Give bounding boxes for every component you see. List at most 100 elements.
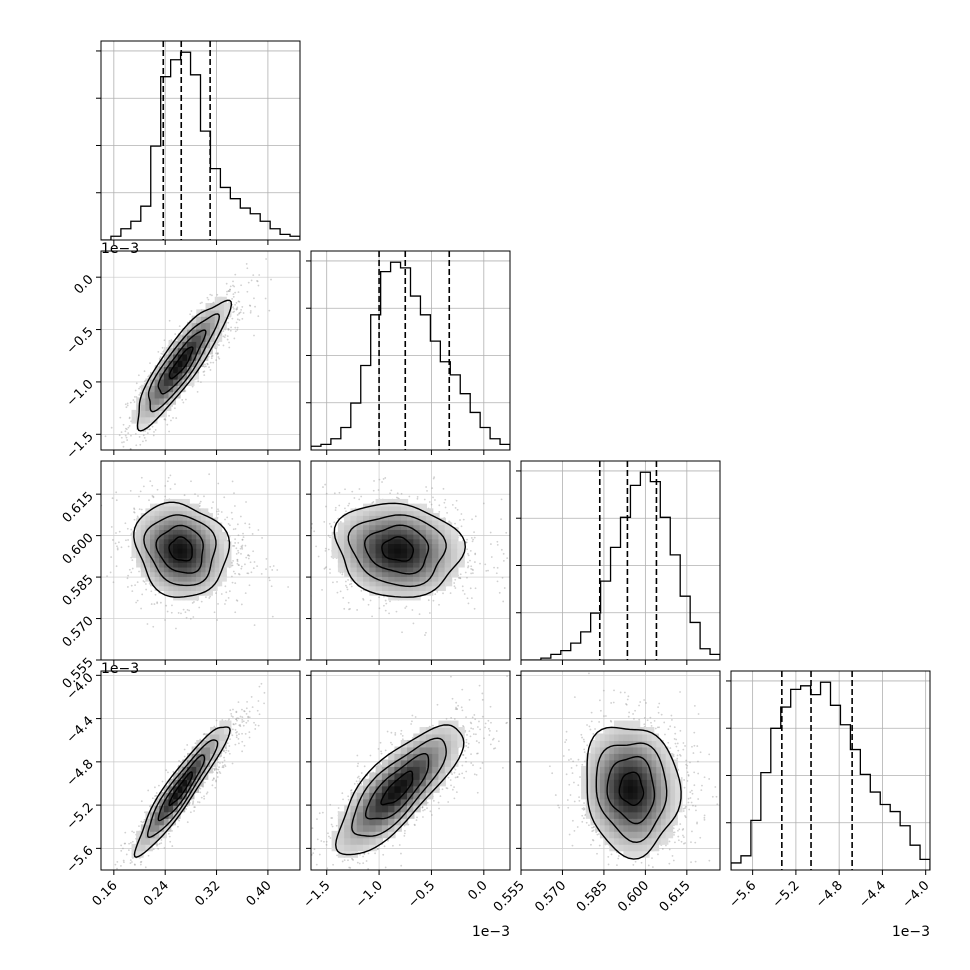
density-cell	[400, 578, 409, 587]
density-cell	[375, 522, 384, 530]
density-cell	[191, 560, 200, 568]
density-cell	[388, 513, 396, 521]
density-cell	[191, 334, 200, 342]
scatter-point	[469, 587, 472, 590]
density-cell	[200, 536, 209, 545]
scatter-point	[227, 329, 230, 331]
density-cell	[140, 564, 149, 573]
scatter-point	[211, 354, 214, 357]
density-cell	[196, 583, 204, 592]
density-cell	[187, 560, 195, 568]
scatter-point	[489, 543, 492, 545]
scatter-point	[239, 311, 242, 314]
scatter-point	[155, 792, 158, 794]
scatter-point	[199, 738, 202, 741]
scatter-point	[208, 473, 211, 476]
density-cell	[131, 536, 140, 545]
scatter-point	[347, 601, 350, 604]
scatter-point	[231, 480, 234, 483]
density-cell	[381, 560, 390, 568]
density-cell	[369, 560, 377, 568]
density-cell	[388, 569, 396, 577]
density-cell	[196, 536, 204, 545]
density-cell	[191, 503, 200, 512]
density-cell	[381, 583, 390, 592]
density-cell	[214, 296, 223, 305]
scatter-point	[178, 819, 181, 822]
scatter-point	[145, 588, 148, 591]
scatter-point	[110, 556, 113, 558]
scatter-point	[416, 496, 419, 498]
density-cell	[381, 527, 390, 535]
scatter-point	[115, 565, 118, 568]
density-cell	[425, 536, 434, 545]
density-cell	[200, 550, 209, 559]
density-cell	[413, 513, 421, 521]
density-cell	[210, 536, 218, 545]
density-cell	[369, 522, 377, 530]
scatter-point	[235, 710, 238, 713]
density-cell	[159, 569, 167, 577]
contour-line	[147, 313, 221, 413]
density-cell	[369, 578, 377, 587]
density-cell	[159, 522, 167, 530]
density-cell	[223, 541, 232, 549]
scatter-point	[495, 572, 498, 575]
density-cell	[419, 545, 428, 554]
density-cell	[375, 545, 384, 554]
density-cell	[205, 564, 213, 573]
density-cell	[173, 384, 181, 393]
density-cell	[369, 531, 377, 540]
scatter-point	[215, 719, 218, 722]
density-cell	[407, 503, 415, 512]
scatter-point	[232, 311, 235, 314]
scatter-point	[213, 611, 216, 614]
scatter-point	[327, 534, 330, 537]
density-cell	[205, 517, 213, 526]
scatter-point	[207, 298, 210, 301]
density-cell	[205, 560, 213, 568]
scatter-point	[416, 497, 419, 500]
scatter-point	[222, 344, 225, 347]
scatter-point	[270, 278, 272, 281]
contour-line	[381, 536, 414, 562]
density-cell	[444, 550, 453, 559]
density-cell	[196, 550, 204, 559]
density-cell	[159, 564, 167, 573]
scatter-point	[156, 602, 159, 605]
density-cell	[214, 545, 223, 554]
scatter-point	[265, 258, 267, 260]
density-cell	[363, 508, 371, 516]
scatter-point	[485, 569, 488, 572]
density-cell	[200, 560, 209, 568]
density-cell	[173, 508, 181, 516]
density-cell	[210, 522, 218, 530]
scatter-point	[149, 362, 151, 365]
scatter-point	[224, 585, 227, 588]
density-cell	[205, 309, 213, 317]
density-cell	[177, 508, 186, 516]
scatter-point	[158, 842, 161, 845]
density-cell	[344, 569, 352, 577]
scatter-point	[342, 596, 345, 599]
density-cell	[159, 397, 167, 405]
scatter-point	[472, 538, 475, 541]
scatter-point	[249, 311, 252, 314]
scatter-point	[226, 293, 228, 296]
density-cell	[200, 574, 209, 582]
scatter-point	[202, 733, 205, 736]
density-cell	[163, 365, 172, 374]
scatter-point	[382, 459, 384, 461]
density-cell	[350, 569, 358, 577]
scatter-point	[116, 867, 118, 870]
density-cell	[400, 513, 409, 521]
density-cell	[187, 372, 195, 380]
density-cell	[191, 588, 200, 596]
scatter-point	[470, 565, 473, 568]
density-cell	[210, 569, 218, 577]
density-cell	[159, 550, 167, 559]
scatter-point	[120, 546, 123, 549]
density-cell	[163, 503, 172, 512]
scatter-point	[408, 495, 411, 498]
scatter-point	[217, 482, 220, 485]
